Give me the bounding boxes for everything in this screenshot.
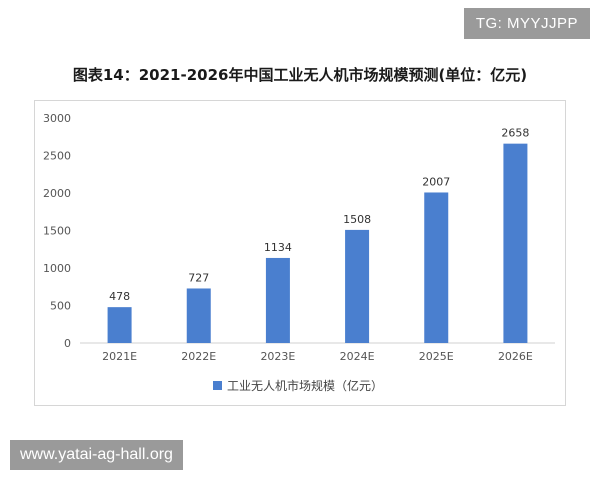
bar — [503, 143, 528, 343]
bar — [186, 288, 211, 343]
tg-watermark: TG: MYYJJPP — [463, 8, 590, 39]
bar-chart: 0 500 1000 1500 2000 2500 3000 478 2021E 727 2022E… — [43, 112, 555, 393]
x-tick-label: 2023E — [260, 350, 295, 363]
site-watermark: www.yatai-ag-hall.org — [10, 440, 183, 470]
x-tick-label: 2025E — [419, 350, 454, 363]
data-label: 2658 — [501, 127, 529, 140]
legend-swatch — [213, 381, 222, 390]
x-tick-label: 2026E — [498, 350, 533, 363]
chart-title: 图表14：2021-2026年中国工业无人机市场规模预测(单位：亿元) — [72, 66, 528, 84]
y-tick-label: 2500 — [43, 150, 71, 163]
y-tick-label: 2000 — [43, 187, 71, 200]
data-label: 1508 — [343, 213, 371, 226]
data-label: 727 — [188, 271, 209, 284]
data-label: 478 — [109, 290, 130, 303]
data-label: 1134 — [264, 241, 292, 254]
x-tick-label: 2021E — [102, 350, 137, 363]
chart-panel: 0 500 1000 1500 2000 2500 3000 478 2021E 727 2022E… — [34, 100, 566, 406]
legend-label: 工业无人机市场规模（亿元） — [227, 378, 383, 393]
y-tick-label: 3000 — [43, 112, 71, 125]
y-tick-label: 1500 — [43, 225, 71, 238]
data-label: 2007 — [422, 175, 450, 188]
y-tick-label: 0 — [64, 337, 71, 350]
x-tick-label: 2024E — [340, 350, 375, 363]
x-tick-label: 2022E — [181, 350, 216, 363]
bar — [345, 229, 370, 343]
y-tick-label: 500 — [50, 300, 71, 313]
bar — [424, 192, 449, 343]
bar — [265, 257, 290, 343]
y-tick-label: 1000 — [43, 262, 71, 275]
bar — [107, 307, 132, 343]
